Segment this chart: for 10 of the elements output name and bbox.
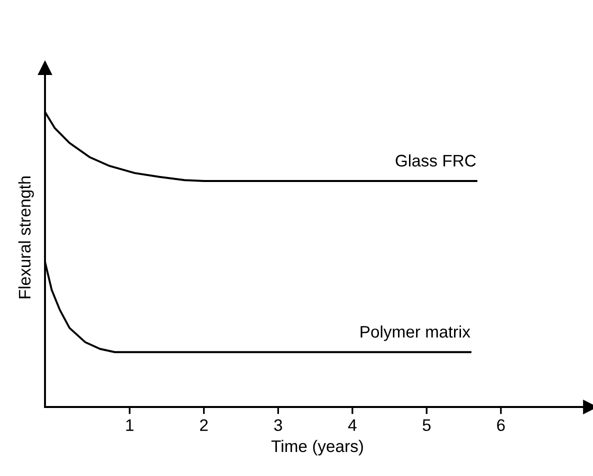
y-axis-title: Flexural strength — [18, 176, 34, 298]
x-tick-label: 2 — [200, 419, 208, 431]
x-tick-label: 5 — [422, 419, 431, 432]
x-axis-title: Time (years) — [271, 440, 363, 456]
x-tick-label: 6 — [497, 419, 505, 432]
series-label: Glass FRC — [396, 154, 476, 167]
x-tick-label: 4 — [348, 419, 357, 431]
series-label: Polymer matrix — [360, 325, 470, 342]
x-tick-label: 3 — [274, 419, 282, 432]
x-tick-label: 1 — [126, 419, 134, 431]
